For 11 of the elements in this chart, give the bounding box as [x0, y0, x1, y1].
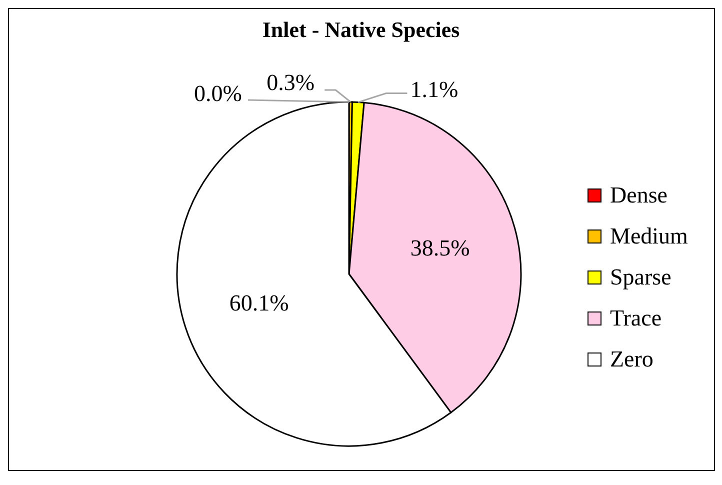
- data-label: 1.1%: [410, 77, 458, 102]
- text: 0.0%: [194, 81, 242, 106]
- data-label: 38.5%: [410, 235, 470, 260]
- legend-label: Dense: [610, 182, 668, 208]
- chart-title: Inlet - Native Species: [262, 17, 460, 42]
- legend-label: Zero: [610, 346, 654, 372]
- legend-label: Trace: [610, 306, 662, 330]
- legend-label: Sparse: [610, 264, 672, 290]
- legend-label: Medium: [610, 224, 688, 248]
- data-label: 60.1%: [229, 290, 289, 316]
- data-label: 0.3%: [266, 70, 315, 96]
